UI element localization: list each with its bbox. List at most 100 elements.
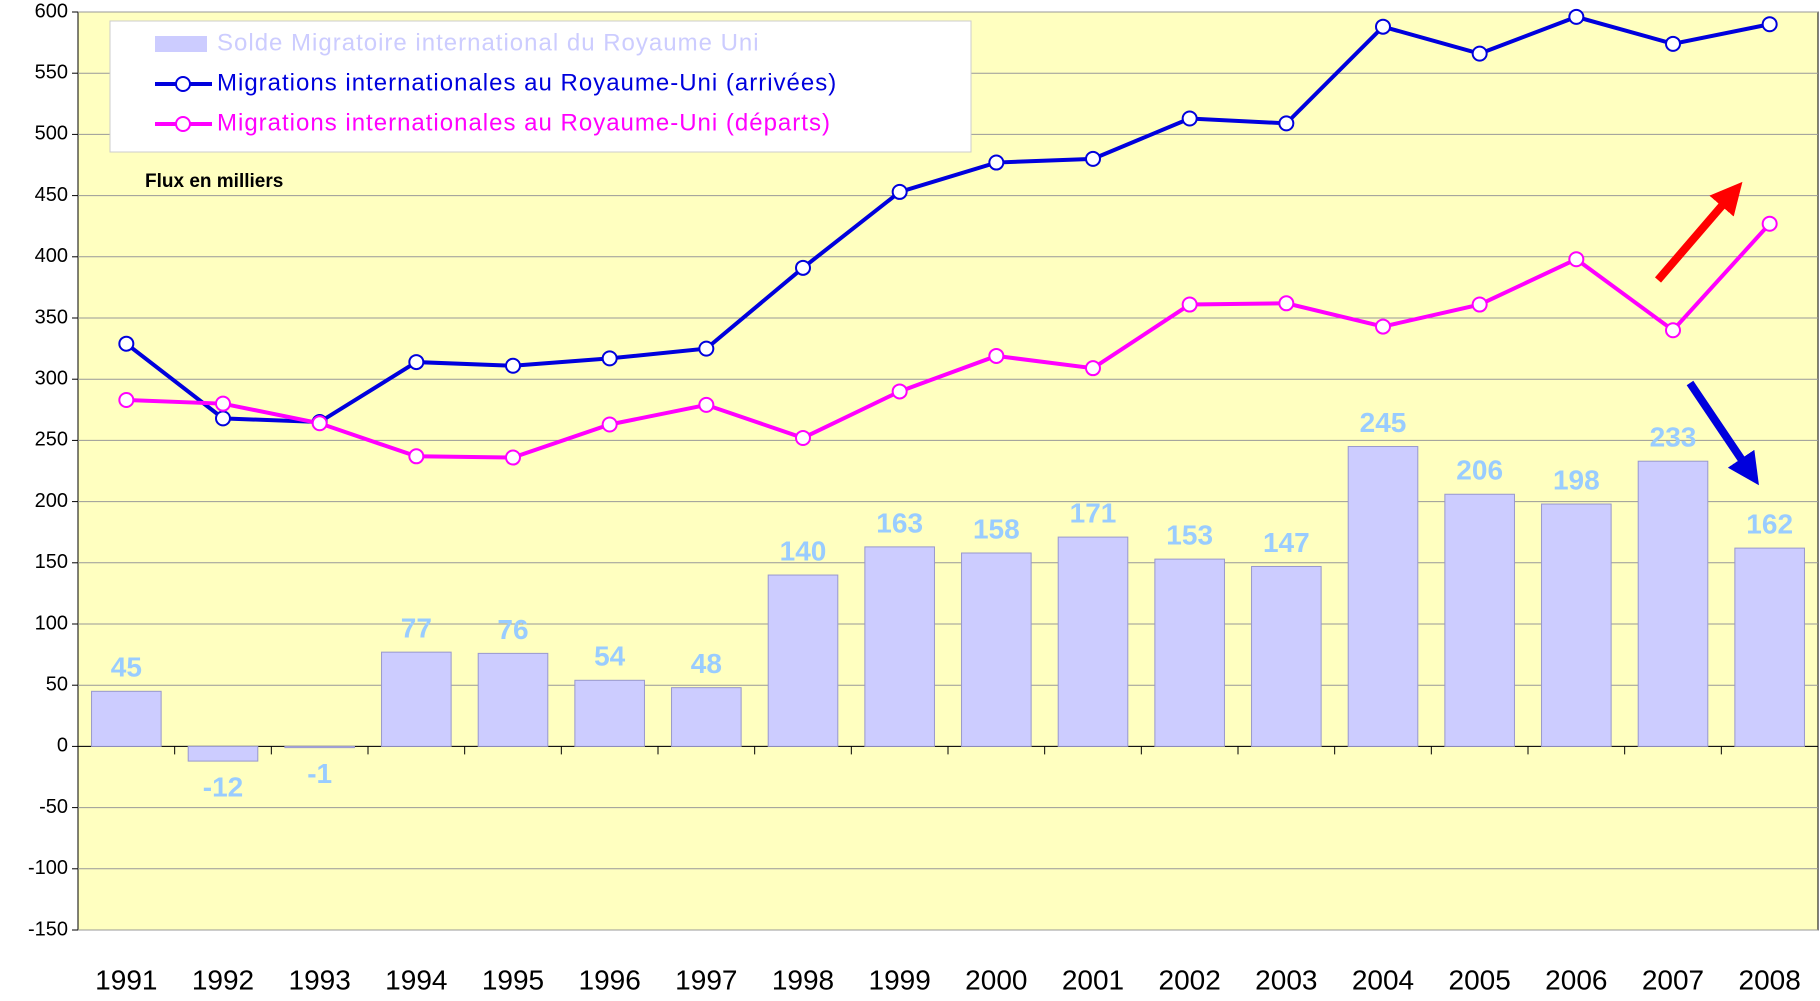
bar: [961, 552, 1032, 747]
point: [1278, 115, 1295, 132]
bar-label: 77: [401, 613, 432, 644]
bar-label: 171: [1070, 497, 1117, 528]
y-tick-label: 200: [35, 490, 68, 512]
plot-area: [77, 11, 1819, 931]
point: [408, 448, 425, 465]
point: [988, 347, 1005, 364]
y-tick-label: -100: [28, 857, 68, 879]
bar-label: 198: [1553, 464, 1600, 495]
bar: [671, 687, 742, 747]
line: [125, 14, 1771, 425]
bar: [767, 574, 839, 747]
x-tick-label: 2008: [1739, 964, 1801, 995]
bar-label: 45: [111, 652, 142, 683]
y-tick-label: 150: [35, 551, 68, 573]
point: [1665, 322, 1681, 339]
bar: [284, 745, 355, 749]
bar: [91, 690, 162, 747]
legend-label: Solde Migratoire international du Royaum…: [217, 29, 760, 56]
point: [795, 429, 811, 446]
bars: 45 -12 -1 77 76 54 48 140 163 158 171 153 147 245 206 1…: [91, 407, 1805, 802]
y-tick-label: 500: [35, 123, 68, 145]
point: [505, 449, 521, 466]
point: [601, 350, 618, 367]
bar: [1541, 503, 1612, 747]
legend-items: Solde Migratoire international du Royaum…: [155, 29, 837, 136]
x-tick-label: 1997: [675, 964, 737, 995]
point: [891, 383, 908, 400]
bar: [1347, 446, 1419, 747]
x-tick-label: 2001: [1062, 964, 1124, 995]
arrow-up: [1654, 181, 1743, 283]
y-tick-label: 300: [35, 367, 68, 389]
bar-label: 48: [691, 648, 722, 679]
bar-label: -1: [307, 758, 332, 789]
y-tick-label: 350: [35, 306, 68, 328]
arrow-down: [1686, 380, 1759, 486]
legend-marker: [175, 116, 191, 132]
bar: [381, 651, 452, 747]
bar-label: 153: [1166, 520, 1213, 551]
y-tick-label: 400: [35, 245, 68, 267]
point: [118, 392, 135, 409]
bar: [1251, 565, 1322, 747]
point: [1181, 110, 1198, 127]
x-tick-label: 1996: [579, 964, 641, 995]
bar-label: 158: [973, 513, 1020, 544]
x-tick-label: 2000: [965, 964, 1027, 995]
point: [988, 154, 1005, 171]
x-tick-label: 1998: [772, 964, 834, 995]
point: [311, 415, 328, 432]
legend-label: Migrations internationales au Royaume-Un…: [217, 109, 831, 136]
x-tick-label: 1999: [869, 964, 931, 995]
bar: [574, 679, 645, 747]
point: [1471, 45, 1488, 62]
bar-label: 163: [876, 507, 923, 538]
bar: [1637, 460, 1709, 747]
bar-label: 147: [1263, 527, 1310, 558]
y-tick-label: 450: [35, 184, 68, 206]
y-tick-label: -50: [39, 796, 68, 818]
legend-label: Migrations internationales au Royaume-Un…: [217, 69, 837, 96]
bar-label: 162: [1746, 509, 1793, 540]
x-tick-label: 1993: [289, 964, 351, 995]
point: [1085, 360, 1101, 377]
point: [215, 410, 231, 427]
line: [126, 222, 1772, 460]
point: [1085, 150, 1101, 167]
point: [1665, 35, 1681, 52]
y-tick-label: 0: [57, 735, 68, 757]
bar-label: 76: [497, 614, 528, 645]
point: [1375, 18, 1391, 35]
bar: [1057, 536, 1129, 747]
point: [1181, 296, 1198, 313]
bar: [187, 745, 259, 762]
x-tick-label: 2004: [1352, 964, 1414, 995]
bar-label: -12: [203, 771, 243, 802]
bar: [477, 652, 549, 747]
bar-label: 245: [1360, 407, 1407, 438]
y-tick-label: 100: [35, 612, 68, 634]
y-tick-label: 600: [35, 0, 68, 22]
bar: [864, 546, 935, 747]
point: [1375, 318, 1391, 335]
bar-label: 54: [594, 641, 626, 672]
bar-label: 140: [780, 535, 827, 566]
point: [408, 354, 425, 371]
y-tick-label: 550: [35, 61, 68, 83]
x-tick-label: 1994: [385, 964, 447, 995]
legend-swatch: [155, 36, 207, 52]
lines: [118, 8, 1778, 466]
bar-label: 206: [1456, 455, 1503, 486]
x-tick-label: 1991: [95, 964, 157, 995]
point: [795, 259, 811, 276]
point: [1761, 16, 1778, 33]
point: [698, 340, 715, 357]
x-tick-label: 2006: [1545, 964, 1607, 995]
subtitle: Flux en milliers: [145, 171, 283, 192]
bar: [1734, 547, 1805, 747]
point: [1568, 8, 1585, 25]
point: [601, 416, 618, 433]
x-tick-label: 2005: [1449, 964, 1511, 995]
